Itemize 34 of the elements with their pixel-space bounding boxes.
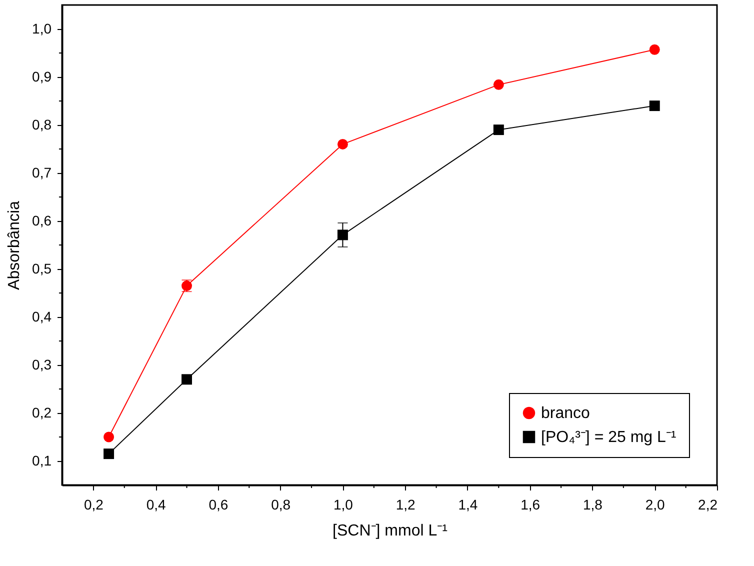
x-tick-label: 0,2 [84, 496, 104, 512]
x-tick-label: 1,4 [458, 496, 478, 512]
y-tick-label: 0,8 [32, 116, 52, 132]
point [104, 448, 114, 460]
y-tick-label: 0,3 [32, 356, 52, 372]
y-tick-label: 0,7 [32, 164, 52, 180]
point [493, 79, 504, 90]
legend-label: [PO₄³⁻] = 25 mg L⁻¹ [541, 429, 676, 446]
point [104, 432, 114, 442]
point [182, 374, 192, 385]
x-tick-label: 1,8 [583, 496, 603, 512]
y-tick-label: 0,4 [32, 308, 52, 324]
x-tick-label: 1,0 [333, 496, 354, 512]
x-tick-label: 1,6 [520, 496, 540, 512]
point [337, 138, 348, 150]
x-tick-label: 1,2 [396, 496, 416, 512]
point [337, 230, 348, 240]
y-axis-title: Absorbância [6, 200, 24, 290]
y-tick-label: 0,6 [32, 212, 52, 228]
y-tick-label: 0,2 [32, 404, 52, 420]
point [493, 124, 504, 136]
x-tick-label: 0,8 [271, 496, 291, 512]
legend-label: branco [541, 405, 590, 422]
point [649, 100, 660, 112]
x-axis-title: [SCN⁻] mmol L⁻¹ [332, 522, 448, 540]
y-tick-label: 0,1 [32, 452, 52, 468]
x-tick-label: 2,0 [645, 496, 666, 512]
x-tick-label: 0,4 [146, 496, 166, 512]
point [649, 44, 660, 55]
x-tick-label: 0,6 [208, 496, 228, 512]
y-tick-label: 0,9 [32, 68, 52, 84]
y-tick-label: 0,5 [32, 260, 52, 276]
y-tick-label: 1,0 [32, 20, 52, 36]
x-tick-label: 2,2 [698, 496, 718, 512]
